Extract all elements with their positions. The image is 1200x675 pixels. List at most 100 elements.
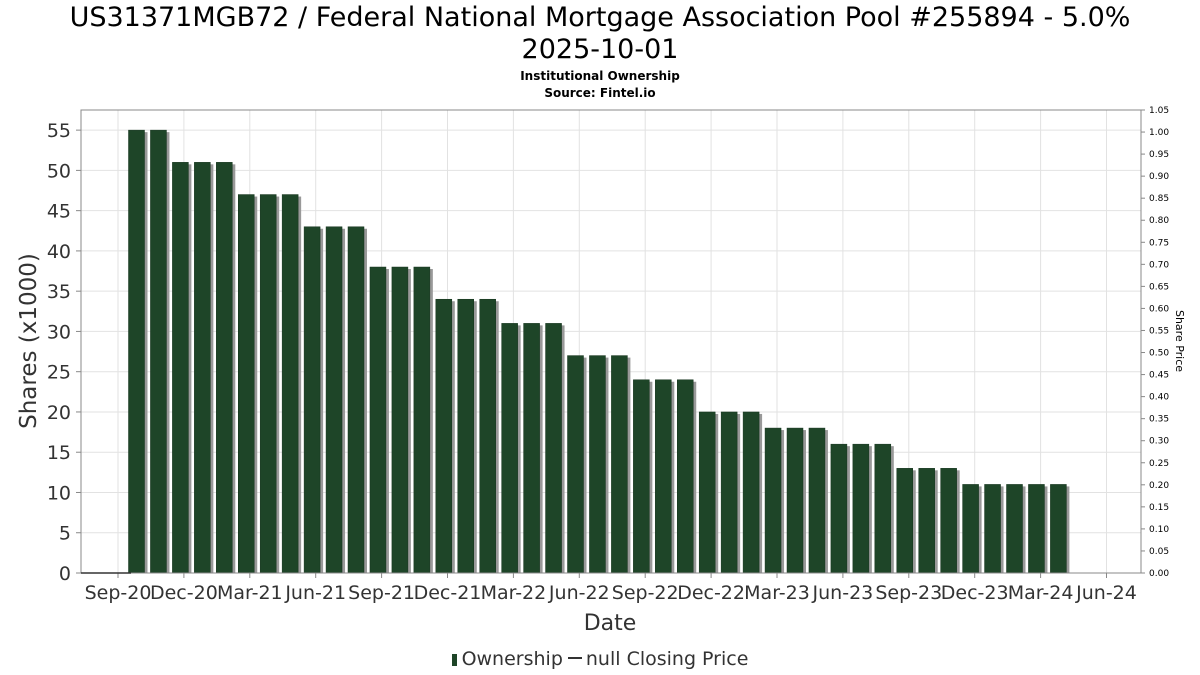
bar	[567, 355, 584, 574]
bar	[896, 468, 913, 574]
y-tick-label: 45	[47, 201, 71, 223]
y2-tick-label: 0.50	[1149, 349, 1169, 359]
chart-source: Source: Fintel.io	[544, 86, 656, 100]
bar	[764, 427, 782, 574]
bar	[259, 194, 277, 574]
bar	[479, 298, 496, 574]
bar	[347, 226, 365, 574]
bar	[1028, 484, 1045, 574]
legend-ownership-swatch	[451, 654, 457, 666]
bar	[238, 194, 255, 574]
bar	[303, 226, 321, 574]
x-tick-label: Sep-20	[85, 582, 152, 604]
bar	[216, 162, 233, 574]
y-tick-label: 55	[47, 120, 71, 142]
x-tick-label: Jun-23	[812, 582, 874, 604]
bar	[413, 266, 431, 574]
bar	[435, 298, 453, 574]
x-tick-label: Mar-24	[1008, 582, 1074, 604]
y2-tick-label: 0.10	[1149, 525, 1169, 535]
x-tick-label: Dec-21	[414, 582, 482, 604]
x-axis-label: Date	[584, 611, 637, 636]
bar	[194, 162, 211, 574]
bar	[677, 379, 694, 574]
chart-title-line1: US31371MGB72 / Federal National Mortgage…	[69, 2, 1131, 33]
y2-tick-label: 0.60	[1149, 304, 1169, 314]
chart-title-line2: 2025-10-01	[521, 34, 679, 65]
y-tick-label: 35	[47, 281, 71, 303]
y-tick-label: 20	[47, 402, 71, 424]
y-axis-label: Shares (x1000)	[16, 253, 42, 429]
bar	[545, 323, 562, 574]
x-tick-label: Jun-22	[548, 582, 610, 604]
bar	[830, 443, 848, 574]
x-tick-label: Mar-22	[481, 582, 547, 604]
y2-tick-label: 0.35	[1149, 415, 1169, 425]
y-tick-label: 0	[59, 563, 71, 585]
bar	[128, 129, 145, 574]
bar	[852, 443, 870, 574]
bar	[172, 162, 189, 574]
bar	[325, 226, 343, 574]
y2-tick-label: 0.00	[1149, 569, 1169, 579]
y-tick-label: 30	[47, 321, 71, 343]
y2-tick-label: 0.15	[1149, 503, 1169, 513]
bar	[611, 355, 628, 574]
y2-tick-label: 0.95	[1149, 150, 1169, 160]
axes: 0 5 10 15 20 25 30 35 40 45 50 55 0.00 0.05 0.10 0.15 0.…	[47, 106, 1170, 604]
y2-tick-label: 0.90	[1149, 172, 1169, 182]
bar	[786, 427, 804, 574]
y2-tick-label: 0.80	[1149, 216, 1169, 226]
bar	[150, 129, 167, 574]
chart-subtitle: Institutional Ownership	[520, 69, 680, 83]
bar	[940, 468, 957, 574]
y2-tick-label: 1.00	[1149, 128, 1169, 138]
legend: Ownership null Closing Price	[0, 648, 1200, 670]
legend-price-swatch	[567, 657, 582, 659]
y2-tick-label: 0.70	[1149, 260, 1169, 270]
x-tick-label: Sep-21	[348, 582, 415, 604]
bar-series	[128, 129, 1070, 574]
bar	[808, 427, 826, 574]
bar	[984, 484, 1001, 574]
x-tick-label: Dec-23	[941, 582, 1009, 604]
y2-tick-label: 0.75	[1149, 238, 1169, 248]
x-tick-label: Dec-22	[677, 582, 745, 604]
bar	[742, 411, 760, 574]
y2-tick-label: 0.25	[1149, 459, 1169, 469]
legend-price-label: null Closing Price	[585, 648, 749, 670]
y2-tick-label: 0.65	[1149, 282, 1169, 292]
y2-tick-label: 0.40	[1149, 393, 1169, 403]
bar	[918, 468, 935, 574]
y2-tick-label: 0.85	[1149, 194, 1169, 204]
y2-tick-label: 0.05	[1149, 547, 1169, 557]
y2-axis-label: Share Price	[1173, 310, 1186, 372]
bar	[391, 266, 409, 574]
y-tick-label: 5	[59, 523, 71, 545]
legend-ownership-label: Ownership	[461, 648, 563, 670]
bar	[457, 298, 474, 574]
bar	[962, 484, 979, 574]
bar	[589, 355, 606, 574]
x-tick-label: Jun-24	[1075, 582, 1137, 604]
y-tick-label: 40	[47, 241, 71, 263]
bar	[655, 379, 672, 574]
y-tick-label: 10	[47, 482, 71, 504]
y2-tick-label: 0.45	[1149, 371, 1169, 381]
y2-tick-label: 0.20	[1149, 481, 1169, 491]
plot-frame	[80, 109, 1142, 574]
bar	[633, 379, 650, 574]
bar	[281, 194, 299, 574]
bar	[874, 443, 892, 574]
y2-tick-label: 1.05	[1149, 106, 1169, 116]
y-tick-label: 50	[47, 160, 71, 182]
bar	[720, 411, 738, 574]
bar	[1050, 484, 1067, 574]
bar	[523, 323, 540, 574]
bar	[698, 411, 716, 574]
y2-tick-label: 0.55	[1149, 326, 1169, 336]
x-tick-label: Mar-21	[217, 582, 283, 604]
x-tick-label: Jun-21	[284, 582, 346, 604]
x-tick-label: Sep-23	[875, 582, 942, 604]
